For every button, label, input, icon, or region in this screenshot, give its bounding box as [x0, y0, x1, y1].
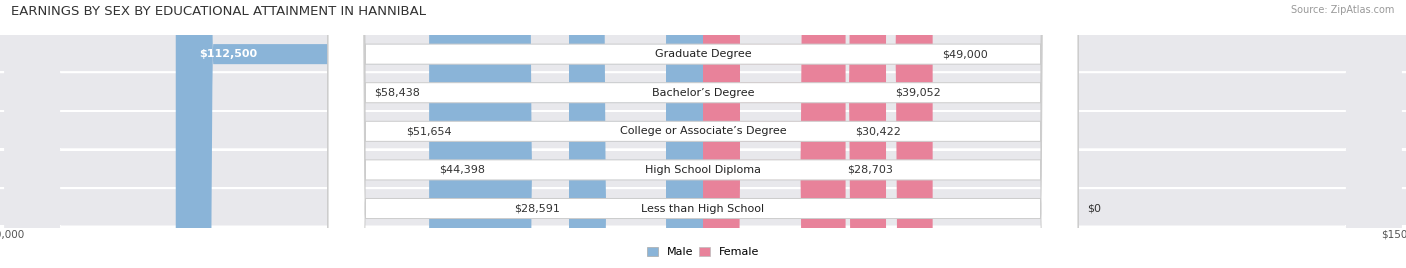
Text: High School Diploma: High School Diploma — [645, 165, 761, 175]
FancyBboxPatch shape — [461, 0, 703, 268]
FancyBboxPatch shape — [4, 0, 1402, 268]
Text: $44,398: $44,398 — [440, 165, 485, 175]
FancyBboxPatch shape — [328, 0, 1078, 268]
FancyBboxPatch shape — [328, 0, 1078, 268]
FancyBboxPatch shape — [703, 0, 932, 268]
FancyBboxPatch shape — [703, 0, 838, 268]
Text: Less than High School: Less than High School — [641, 203, 765, 214]
Text: $0: $0 — [1087, 203, 1101, 214]
Text: $112,500: $112,500 — [200, 49, 257, 59]
Text: Graduate Degree: Graduate Degree — [655, 49, 751, 59]
FancyBboxPatch shape — [176, 0, 703, 268]
FancyBboxPatch shape — [4, 0, 1402, 268]
Text: $30,422: $30,422 — [855, 126, 901, 136]
Legend: Male, Female: Male, Female — [647, 247, 759, 257]
FancyBboxPatch shape — [4, 0, 1402, 268]
FancyBboxPatch shape — [328, 0, 1078, 268]
FancyBboxPatch shape — [4, 0, 1402, 268]
FancyBboxPatch shape — [0, 112, 1406, 151]
FancyBboxPatch shape — [569, 0, 703, 268]
Text: $49,000: $49,000 — [942, 49, 988, 59]
FancyBboxPatch shape — [703, 0, 886, 268]
Bar — [0, 110, 1406, 112]
FancyBboxPatch shape — [328, 0, 1078, 268]
Text: $58,438: $58,438 — [374, 88, 420, 98]
Bar — [0, 187, 1406, 189]
Text: $51,654: $51,654 — [406, 126, 451, 136]
FancyBboxPatch shape — [0, 35, 1406, 73]
FancyBboxPatch shape — [4, 0, 1402, 268]
Text: Source: ZipAtlas.com: Source: ZipAtlas.com — [1291, 5, 1395, 15]
Text: EARNINGS BY SEX BY EDUCATIONAL ATTAINMENT IN HANNIBAL: EARNINGS BY SEX BY EDUCATIONAL ATTAINMEN… — [11, 5, 426, 18]
FancyBboxPatch shape — [0, 151, 1406, 189]
FancyBboxPatch shape — [429, 0, 703, 268]
FancyBboxPatch shape — [0, 189, 1406, 228]
FancyBboxPatch shape — [703, 0, 845, 268]
Text: $39,052: $39,052 — [896, 88, 941, 98]
Bar — [0, 148, 1406, 151]
Bar — [0, 225, 1406, 228]
FancyBboxPatch shape — [328, 0, 1078, 268]
Text: $28,591: $28,591 — [513, 203, 560, 214]
Text: Bachelor’s Degree: Bachelor’s Degree — [652, 88, 754, 98]
Text: College or Associate’s Degree: College or Associate’s Degree — [620, 126, 786, 136]
FancyBboxPatch shape — [495, 0, 703, 268]
FancyBboxPatch shape — [0, 73, 1406, 112]
Bar — [0, 71, 1406, 73]
Text: $28,703: $28,703 — [846, 165, 893, 175]
